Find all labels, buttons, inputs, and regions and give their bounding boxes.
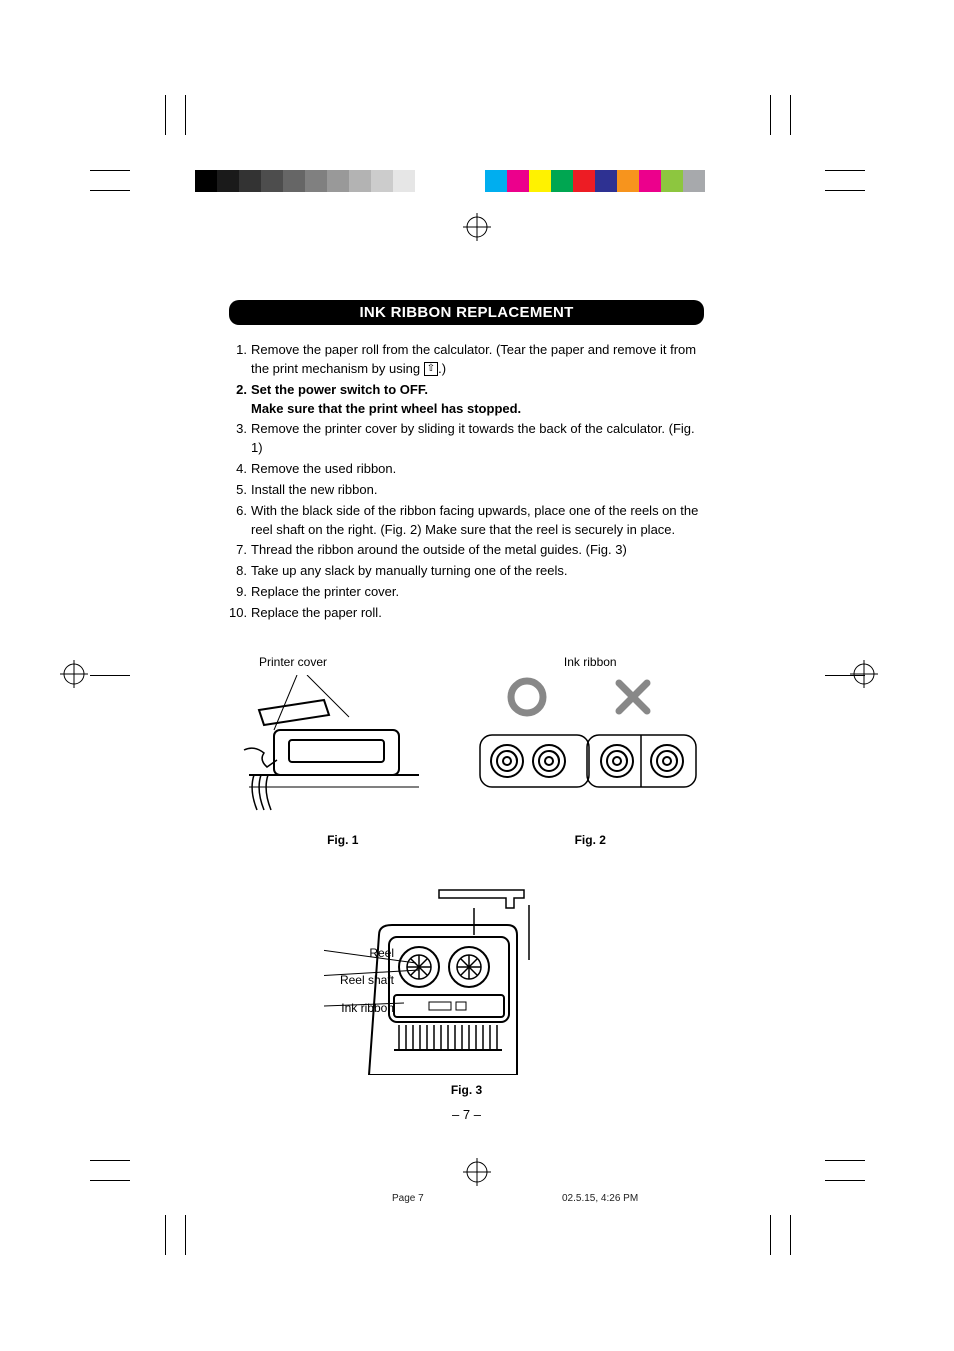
- instruction-step: Remove the used ribbon.: [229, 460, 704, 479]
- figure-2: Ink ribbon Fig. 2: [477, 655, 705, 847]
- page-content: INK RIBBON REPLACEMENT Remove the paper …: [229, 300, 704, 1122]
- fig2-label: Ink ribbon: [477, 655, 705, 669]
- paper-feed-icon: ⇧: [424, 362, 438, 376]
- crop-mark-tr: [770, 135, 825, 190]
- figure-3: Reel Reel shaft Ink ribbon: [229, 885, 704, 1122]
- fig2-illustration: [477, 675, 697, 825]
- color-calibration-bar: [485, 170, 705, 192]
- fig3-labels: Reel Reel shaft Ink ribbon: [284, 940, 394, 1023]
- instruction-step-extra: Make sure that the print wheel has stopp…: [251, 400, 704, 419]
- footer-page: Page 7: [392, 1193, 424, 1204]
- section-title: INK RIBBON REPLACEMENT: [229, 300, 704, 325]
- instruction-list: Remove the paper roll from the calculato…: [229, 341, 704, 623]
- registration-mark-right: [850, 660, 878, 688]
- figures-row-1: Printer cover Fig. 1 Ink ribbon: [229, 655, 704, 847]
- fig3-label-reel-shaft: Reel shaft: [284, 967, 394, 995]
- fig2-caption: Fig. 2: [477, 833, 705, 847]
- crop-mark-bl: [130, 1160, 185, 1215]
- footer-date: 02.5.15, 4:26 PM: [562, 1193, 638, 1204]
- instruction-step: Set the power switch to OFF.Make sure th…: [229, 381, 704, 419]
- fig3-caption: Fig. 3: [229, 1083, 704, 1097]
- crop-mark-br: [770, 1160, 825, 1215]
- instruction-step: Thread the ribbon around the outside of …: [229, 541, 704, 560]
- instruction-step: Remove the printer cover by sliding it t…: [229, 420, 704, 458]
- instruction-step: Replace the printer cover.: [229, 583, 704, 602]
- crop-mark-ml: [130, 648, 185, 703]
- page-number-inner: – 7 –: [229, 1107, 704, 1122]
- instruction-step: With the black side of the ribbon facing…: [229, 502, 704, 540]
- instruction-step: Take up any slack by manually turning on…: [229, 562, 704, 581]
- figure-1: Printer cover Fig. 1: [229, 655, 457, 847]
- fig1-label: Printer cover: [229, 655, 457, 669]
- fig3-label-reel: Reel: [284, 940, 394, 968]
- instruction-step: Install the new ribbon.: [229, 481, 704, 500]
- grayscale-calibration-bar: [195, 170, 437, 192]
- registration-mark-left: [60, 660, 88, 688]
- center-target-top: [463, 213, 491, 241]
- instruction-step: Replace the paper roll.: [229, 604, 704, 623]
- fig1-illustration: [229, 675, 419, 825]
- center-target-bottom: [463, 1158, 491, 1186]
- fig1-caption: Fig. 1: [229, 833, 457, 847]
- crop-mark-tl: [130, 135, 185, 190]
- fig3-label-ink-ribbon: Ink ribbon: [284, 995, 394, 1023]
- instruction-step: Remove the paper roll from the calculato…: [229, 341, 704, 379]
- crop-mark-mr: [770, 648, 825, 703]
